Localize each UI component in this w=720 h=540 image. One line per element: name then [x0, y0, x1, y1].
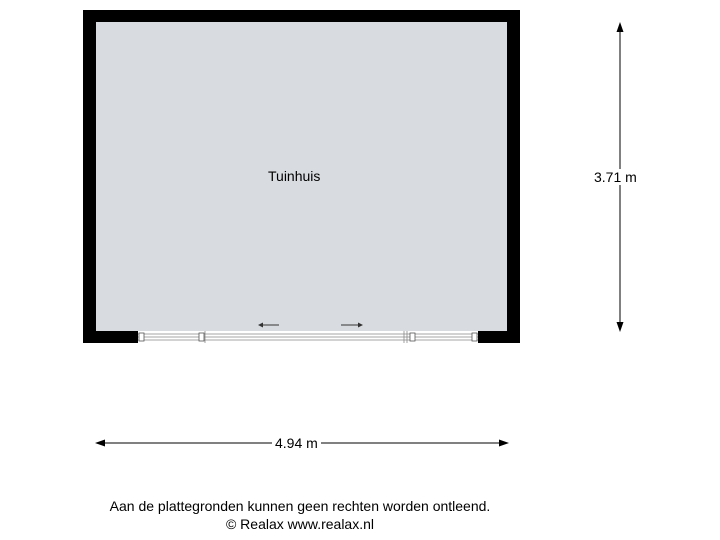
height-label: 3.71 m	[591, 169, 640, 185]
width-label: 4.94 m	[272, 435, 321, 451]
slide-arrow-right-icon	[341, 322, 363, 328]
room-floor	[96, 22, 507, 331]
disclaimer-text: Aan de plattegronden kunnen geen rechten…	[109, 498, 491, 514]
room-label: Tuinhuis	[268, 168, 321, 184]
sliding-door	[138, 331, 478, 343]
slide-arrow-left-icon	[258, 322, 279, 328]
copyright-text: © Realax www.realax.nl	[225, 516, 375, 532]
